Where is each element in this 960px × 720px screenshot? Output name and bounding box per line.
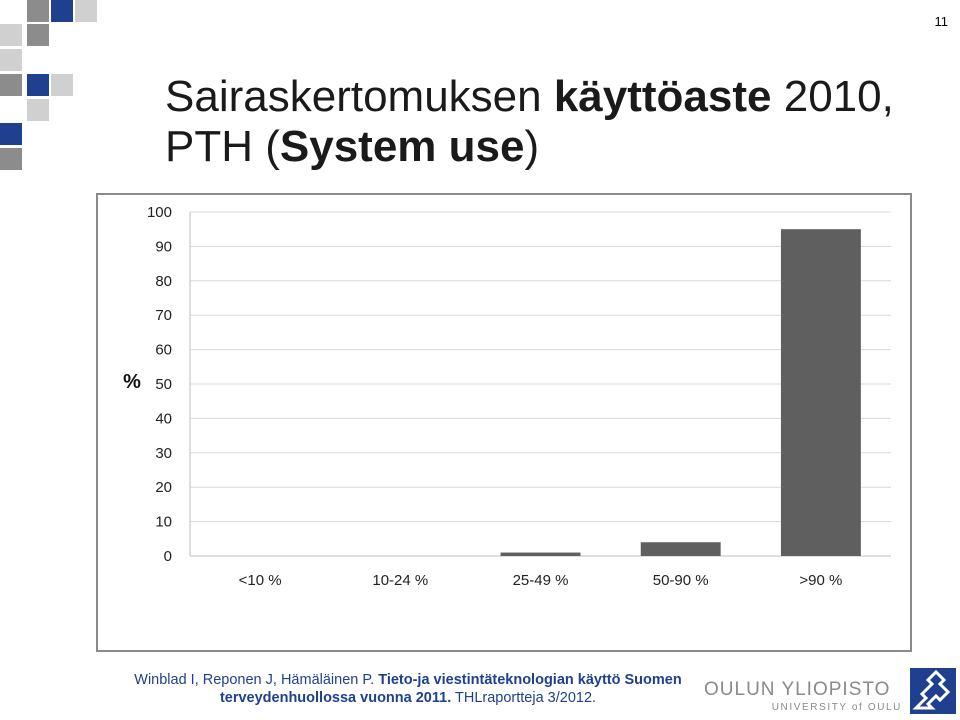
title-text-4: ) <box>524 122 540 171</box>
y-tick-label: 0 <box>164 548 172 565</box>
title-text-2: 2010, <box>771 72 894 121</box>
x-tick-label: 10-24 % <box>372 572 428 589</box>
citation: Winblad I, Reponen J, Hämäläinen P. Tiet… <box>118 671 698 707</box>
y-tick-label: 50 <box>155 376 172 393</box>
university-name: OULUN YLIOPISTO <box>704 679 891 700</box>
slide-title: Sairaskertomuksen käyttöaste 2010, PTH (… <box>165 72 894 172</box>
bar-chart: 0 10 20 30 40 50 60 70 80 90 100 <10 % 10-24 % 25-49 … <box>123 204 891 589</box>
citation-authors: Winblad I, Reponen J, Hämäläinen P. <box>134 672 379 688</box>
university-subtitle: UNIVERSITY of OULU <box>771 702 902 713</box>
university-wordmark: OULUN YLIOPISTO UNIVERSITY of OULU <box>704 679 902 714</box>
citation-title: Tieto-ja viestintäteknologian käyttö Suo… <box>219 672 682 706</box>
y-tick-label: 70 <box>155 307 172 324</box>
slide-number: 11 <box>934 14 949 29</box>
x-tick-label: <10 % <box>239 572 282 589</box>
bar <box>500 552 581 556</box>
y-tick-label: 10 <box>155 514 172 531</box>
y-tick-label: 30 <box>155 445 172 462</box>
title-bold-2: System use <box>279 122 525 171</box>
bar <box>640 542 721 556</box>
y-tick-label: 40 <box>155 410 172 427</box>
title-text-3: PTH ( <box>165 122 280 171</box>
y-tick-label: 100 <box>147 204 172 221</box>
university-logo-icon <box>910 668 956 714</box>
decorative-square-pattern <box>0 0 110 180</box>
y-axis-label: % <box>123 371 141 393</box>
chart-frame: 0 10 20 30 40 50 60 70 80 90 100 <10 % 10-24 % 25-49 … <box>96 193 912 652</box>
y-tick-label: 60 <box>155 342 172 359</box>
y-tick-label: 20 <box>155 479 172 496</box>
x-tick-label: >90 % <box>799 572 842 589</box>
x-tick-label: 50-90 % <box>653 572 709 589</box>
citation-source: THLraportteja 3/2012. <box>451 690 597 706</box>
x-tick-label: 25-49 % <box>513 572 569 589</box>
bar <box>780 229 861 556</box>
title-text-1: Sairaskertomuksen <box>165 72 554 121</box>
y-tick-label: 90 <box>155 238 172 255</box>
y-tick-label: 80 <box>155 273 172 290</box>
title-bold-1: käyttöaste <box>553 72 772 121</box>
